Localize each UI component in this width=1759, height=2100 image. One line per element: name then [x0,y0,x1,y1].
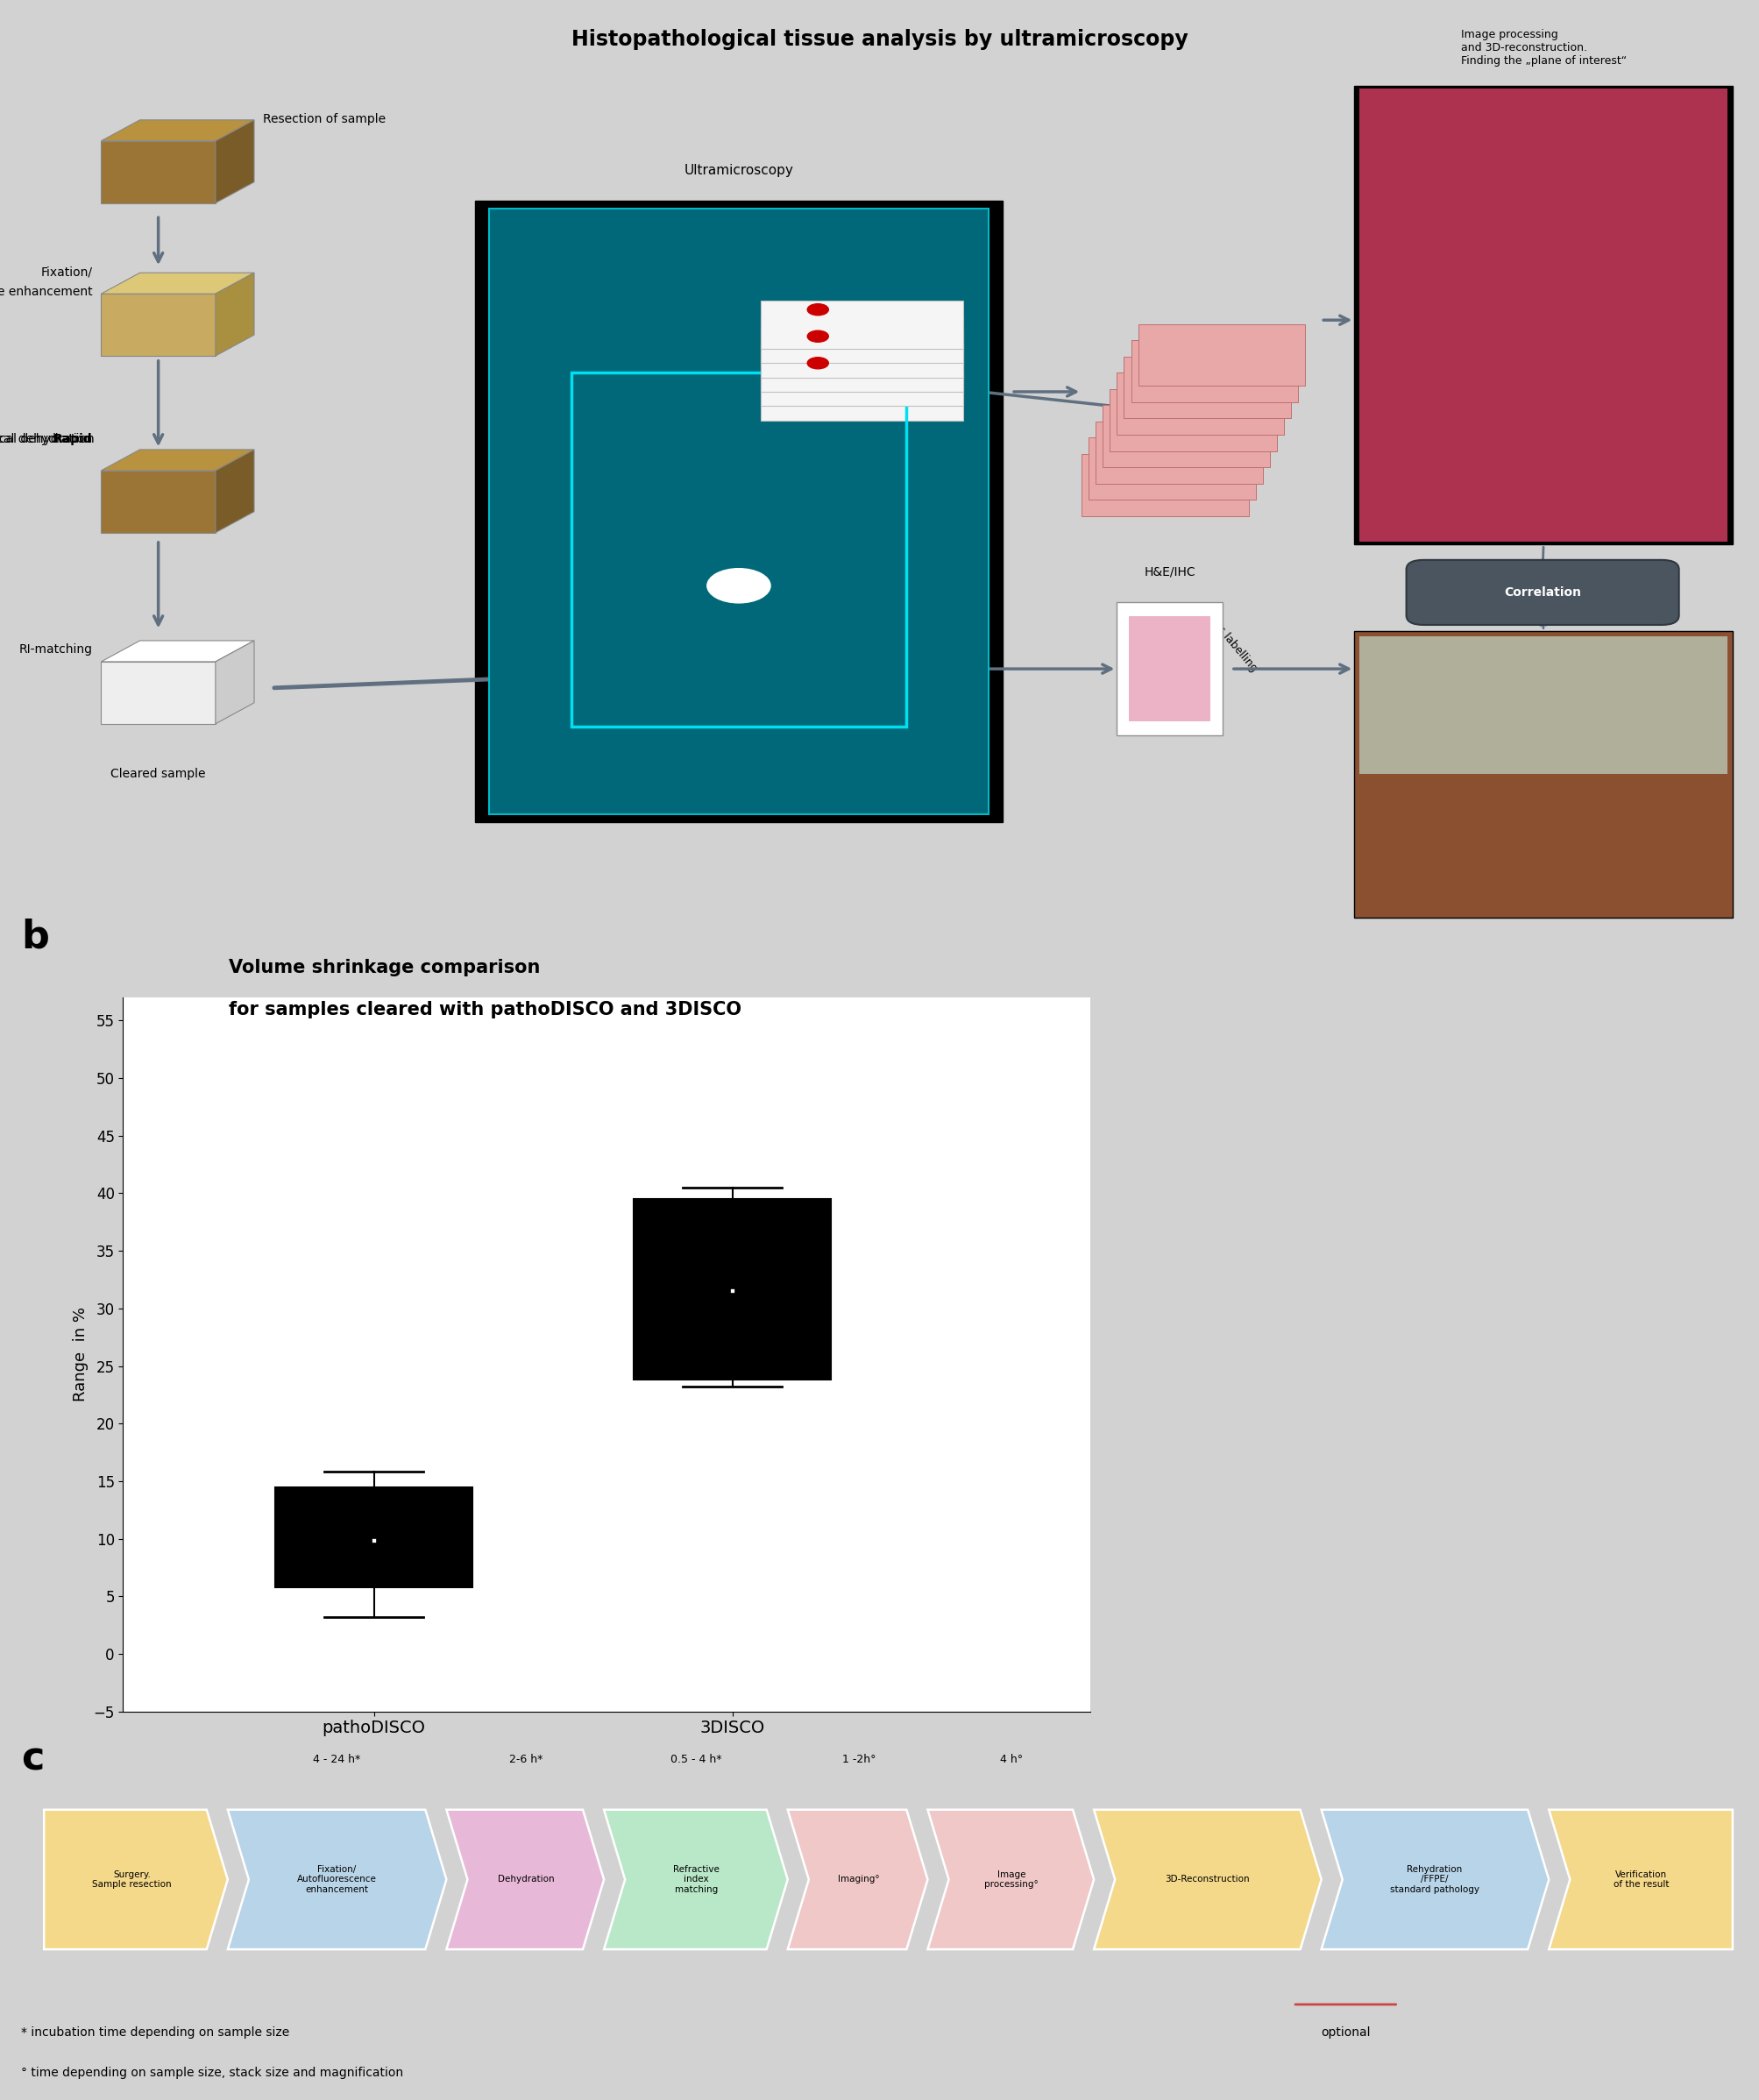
Polygon shape [215,120,253,204]
Polygon shape [929,611,966,706]
Text: Rehydration/FFPE: Rehydration/FFPE [809,284,915,296]
Y-axis label: Range  in %: Range in % [72,1306,88,1403]
FancyBboxPatch shape [1405,561,1678,626]
Text: * incubation time depending on sample size: * incubation time depending on sample si… [21,2026,290,2039]
Polygon shape [215,640,253,724]
Polygon shape [100,273,253,294]
Text: ° time depending on sample size, stack size and magnification: ° time depending on sample size, stack s… [21,2066,403,2079]
Text: 3D-Reconstruction: 3D-Reconstruction [1164,1875,1249,1884]
Text: for samples cleared with pathoDISCO and 3DISCO: for samples cleared with pathoDISCO and … [229,1002,741,1019]
Text: RI-matching: RI-matching [19,643,91,655]
Text: optional: optional [1321,2026,1370,2039]
FancyBboxPatch shape [760,344,964,393]
PathPatch shape [276,1487,473,1588]
FancyBboxPatch shape [1103,405,1270,466]
Text: Autofluorescence enhancement: Autofluorescence enhancement [0,286,91,298]
Polygon shape [100,294,215,355]
Polygon shape [927,1810,1094,1949]
Text: H&E/IHC: H&E/IHC [1143,565,1196,578]
FancyBboxPatch shape [760,372,964,420]
Polygon shape [227,1810,447,1949]
Polygon shape [100,662,215,724]
Text: Rapid chemical dehydration: Rapid chemical dehydration [0,433,91,445]
Circle shape [807,330,828,342]
Text: Cleared sample: Cleared sample [111,769,206,779]
FancyBboxPatch shape [1124,357,1291,418]
Polygon shape [215,273,253,355]
Text: c: c [21,1739,44,1777]
Polygon shape [100,120,253,141]
Polygon shape [100,470,215,533]
Polygon shape [1094,1810,1321,1949]
FancyBboxPatch shape [1089,437,1256,500]
FancyBboxPatch shape [1360,88,1727,542]
Polygon shape [44,1810,227,1949]
FancyBboxPatch shape [1117,372,1284,435]
Polygon shape [447,1810,603,1949]
Text: Correlation: Correlation [1504,586,1581,598]
Text: Surgery.
Sample resection: Surgery. Sample resection [93,1869,172,1890]
Text: Image processing
and 3D-reconstruction.
Finding the „plane of interest“: Image processing and 3D-reconstruction. … [1460,29,1627,67]
Text: 4 - 24 h*: 4 - 24 h* [313,1754,361,1766]
Text: Refractive
index
matching: Refractive index matching [674,1865,719,1894]
Polygon shape [795,611,966,632]
Text: Imaging°: Imaging° [839,1875,880,1884]
FancyBboxPatch shape [1354,630,1733,918]
Circle shape [807,357,828,370]
FancyBboxPatch shape [1082,454,1249,517]
FancyBboxPatch shape [1138,323,1305,386]
FancyBboxPatch shape [1117,603,1223,735]
FancyBboxPatch shape [760,330,964,378]
Text: Volume shrinkage comparison: Volume shrinkage comparison [229,960,540,977]
Polygon shape [100,640,253,662]
Text: Rapid: Rapid [53,433,91,445]
FancyBboxPatch shape [760,359,964,405]
Polygon shape [1550,1810,1733,1949]
Text: b: b [21,918,49,955]
FancyBboxPatch shape [489,208,989,815]
Polygon shape [795,632,929,706]
Polygon shape [1321,1810,1550,1949]
Circle shape [807,304,828,315]
FancyBboxPatch shape [1110,388,1277,452]
FancyBboxPatch shape [760,300,964,349]
Text: Resection of sample: Resection of sample [264,113,385,126]
FancyBboxPatch shape [1096,422,1263,483]
Text: Dehydration: Dehydration [498,1875,554,1884]
Text: 4 h°: 4 h° [1001,1754,1024,1766]
Polygon shape [100,141,215,204]
FancyBboxPatch shape [1360,636,1727,775]
FancyBboxPatch shape [1131,340,1298,403]
Text: Fixation/: Fixation/ [40,267,91,279]
Polygon shape [603,1810,788,1949]
Circle shape [707,569,770,603]
Polygon shape [215,449,253,533]
FancyBboxPatch shape [760,315,964,363]
Text: 2-6 h*: 2-6 h* [510,1754,544,1766]
Text: chemical dehydration: chemical dehydration [0,433,95,445]
Text: Rehydration
/FFPE/
standard pathology: Rehydration /FFPE/ standard pathology [1390,1865,1479,1894]
Text: 4-dots labelling: 4-dots labelling [1196,603,1259,674]
Text: Fixation/
Autofluorescence
enhancement: Fixation/ Autofluorescence enhancement [297,1865,376,1894]
PathPatch shape [633,1199,830,1380]
Polygon shape [788,1810,927,1949]
Polygon shape [100,449,253,470]
FancyBboxPatch shape [1354,86,1733,544]
Text: 0.5 - 4 h*: 0.5 - 4 h* [670,1754,721,1766]
Text: Image
processing°: Image processing° [985,1869,1040,1890]
FancyBboxPatch shape [475,202,1003,821]
FancyBboxPatch shape [760,386,964,435]
Text: Verification
of the result: Verification of the result [1613,1869,1669,1890]
Text: 1 -2h°: 1 -2h° [843,1754,876,1766]
Text: Histopathological tissue analysis by ultramicroscopy: Histopathological tissue analysis by ult… [572,29,1187,50]
FancyBboxPatch shape [1129,615,1210,722]
Text: Ultramicroscopy: Ultramicroscopy [684,164,793,176]
